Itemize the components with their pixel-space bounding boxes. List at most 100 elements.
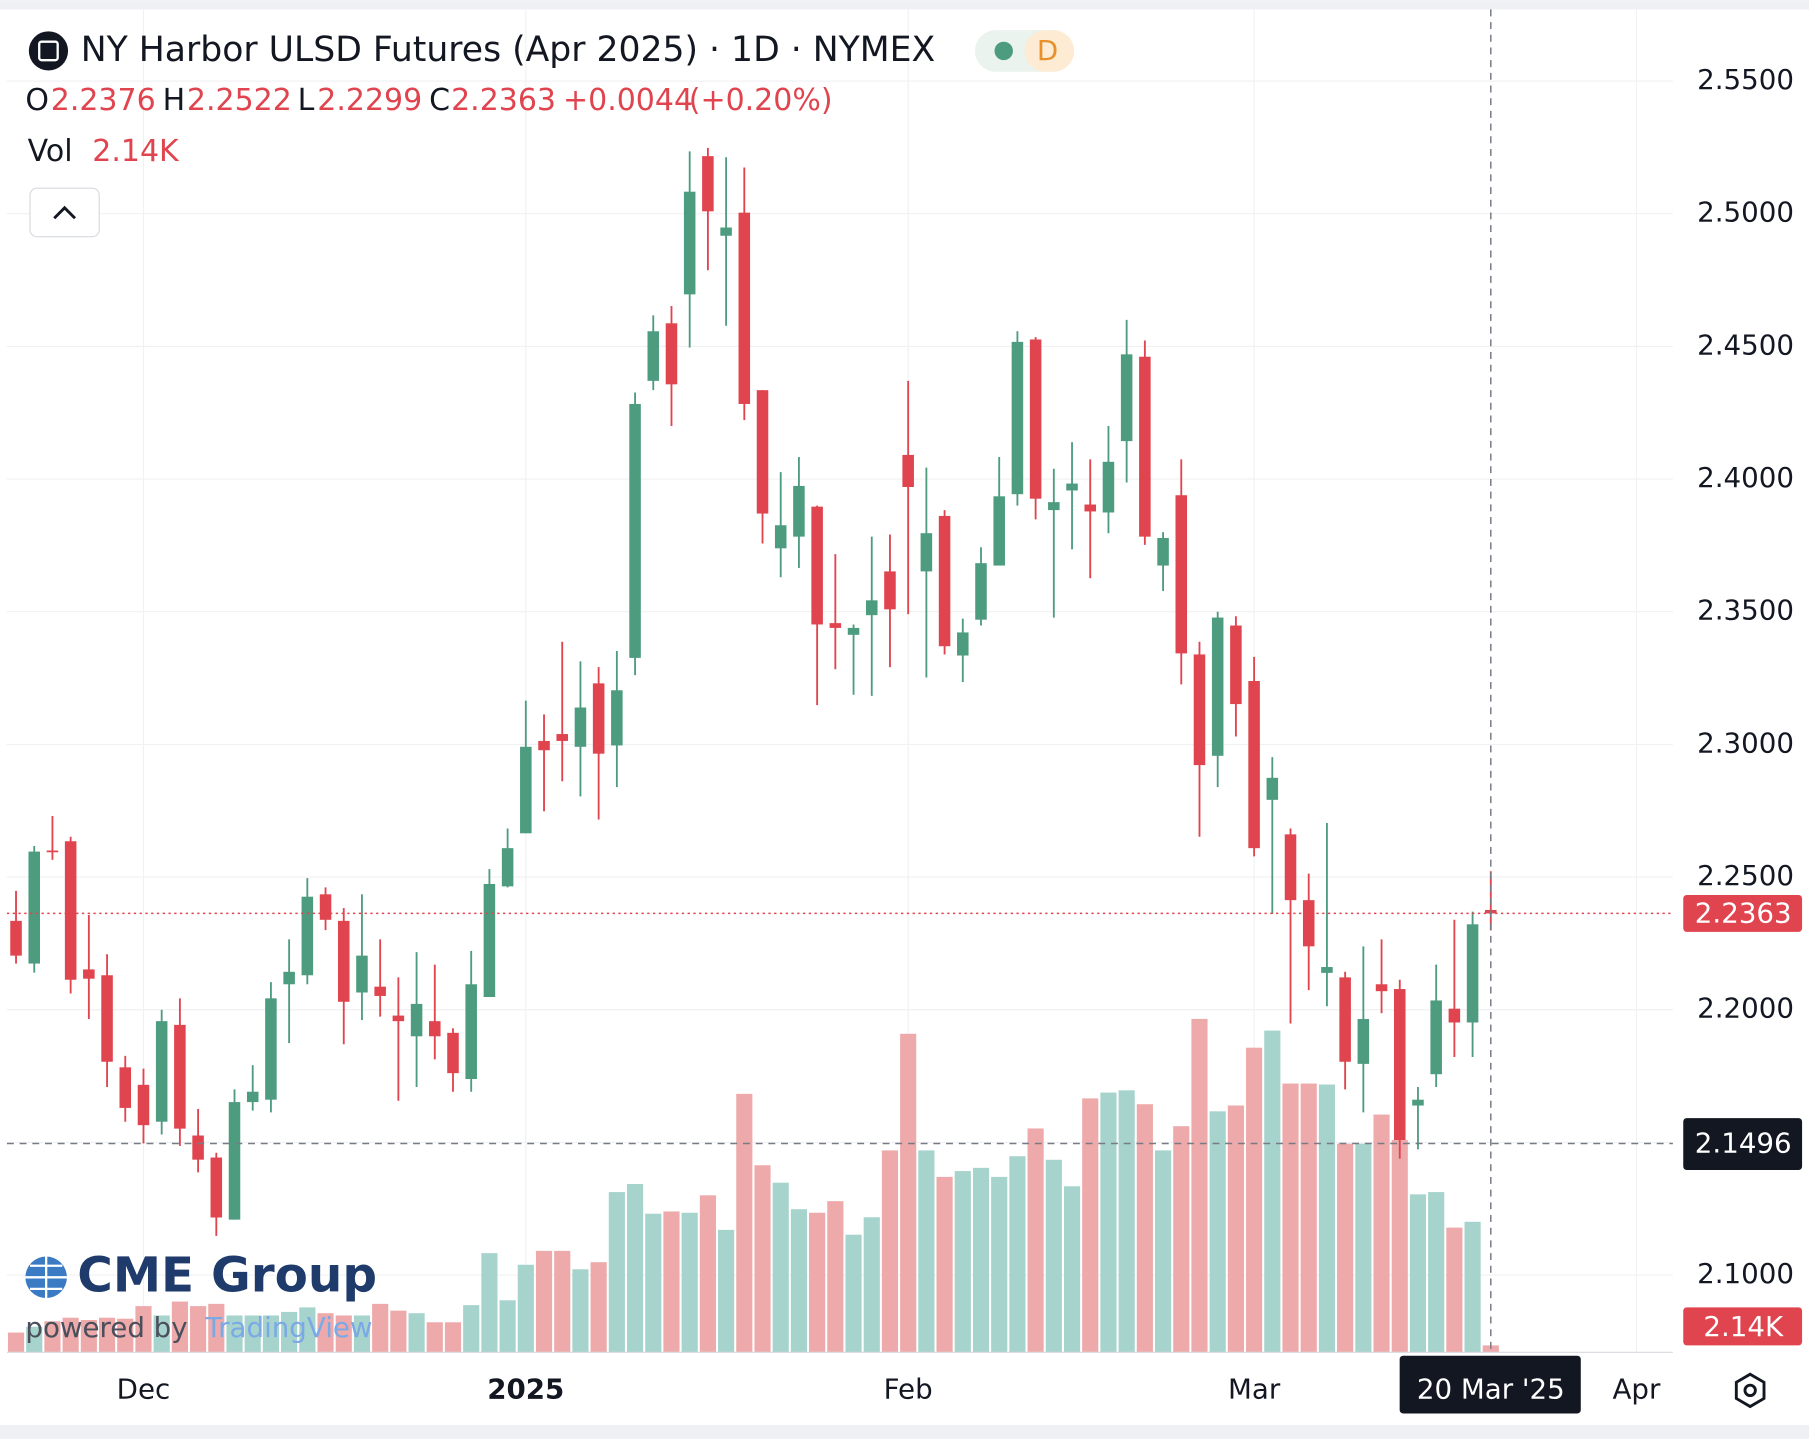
volume-bar [1191, 1018, 1208, 1353]
change-percent: (+0.20%) [689, 83, 833, 118]
chart-title: NY Harbor ULSD Futures (Apr 2025) · 1D ·… [81, 30, 935, 70]
badge: D [1037, 34, 1058, 67]
candle-body [1211, 617, 1224, 756]
candle-body [1157, 537, 1169, 566]
volume-bar [190, 1306, 207, 1353]
volume-bar [244, 1315, 261, 1353]
crosshair-date: 20 Mar '25 [1417, 1372, 1565, 1405]
volume-bar [1318, 1084, 1336, 1353]
logo-text: CME Group [77, 1247, 377, 1303]
candle-body [1448, 1008, 1461, 1023]
volume-bar [153, 1315, 170, 1353]
candle-body [1120, 354, 1133, 442]
settings-icon[interactable] [1734, 1372, 1766, 1409]
candle-body [1266, 777, 1279, 800]
volume-bar [572, 1269, 589, 1353]
candle-body [64, 841, 77, 980]
volume-bar [863, 1217, 880, 1353]
candle-body [319, 894, 332, 920]
volume-bar [353, 1315, 371, 1353]
volume-bar [845, 1234, 862, 1353]
candle-body [538, 740, 550, 751]
candle-body [447, 1032, 459, 1074]
volume-axis-label: 2.14K [1703, 1310, 1784, 1343]
volume-bar [1063, 1186, 1081, 1353]
volume-bar [1373, 1114, 1390, 1353]
volume-bar [1027, 1128, 1044, 1353]
candle-body [410, 1003, 423, 1037]
volume-bar [881, 1150, 899, 1353]
candle-body [829, 623, 842, 628]
volume-bar [117, 1318, 134, 1353]
volume-bar [827, 1201, 844, 1353]
volume-bar [1391, 1140, 1408, 1353]
candle-body [1230, 625, 1242, 705]
volume-bar [1082, 1098, 1099, 1353]
volume-bar [408, 1313, 425, 1353]
candle-body [1302, 900, 1315, 947]
candle-body [374, 986, 386, 996]
candle-body [1011, 341, 1024, 495]
symbol-icon-glyph [38, 40, 59, 62]
candle-body [920, 533, 933, 572]
collapse-button[interactable] [29, 187, 100, 238]
volume-bar [262, 1315, 279, 1353]
candle-body [119, 1067, 132, 1108]
candle-body [137, 1084, 150, 1126]
candle-body [174, 1024, 186, 1129]
candle-body [337, 920, 350, 1002]
crosshair-price: 2.1496 [1695, 1127, 1792, 1160]
volume-bar [499, 1300, 516, 1353]
candle-body [902, 454, 914, 488]
y-tick-label: 2.3000 [1697, 726, 1794, 759]
candle-body [611, 690, 623, 746]
candle-body [865, 600, 878, 616]
candle-body [975, 563, 987, 620]
volume-bar [390, 1310, 407, 1353]
ohlc-value: 2.2363 [451, 83, 556, 118]
volume-bar [790, 1209, 808, 1353]
volume-bar [718, 1229, 735, 1353]
volume-bar [98, 1317, 116, 1353]
candle-body [702, 156, 714, 212]
volume-bar [426, 1322, 443, 1353]
candle-body [192, 1135, 204, 1160]
candle-body [283, 971, 295, 985]
volume-bar [135, 1306, 152, 1353]
candle-body [884, 571, 896, 610]
volume-bar [1209, 1111, 1226, 1353]
volume-bar [972, 1167, 990, 1353]
y-tick-label: 2.4000 [1697, 461, 1794, 494]
candle-body [246, 1091, 259, 1103]
candle-body [1029, 339, 1042, 499]
volume-bar [281, 1311, 298, 1353]
volume-bar [936, 1176, 953, 1353]
volume-bar [699, 1195, 716, 1353]
candle-body [847, 627, 860, 635]
candle-body [1048, 502, 1060, 511]
candle-body [46, 850, 59, 853]
candle-body [556, 734, 569, 741]
candle-body [756, 390, 769, 514]
candle-body [1284, 834, 1297, 901]
candle-body [501, 848, 514, 887]
ohlc-value: 2.2299 [317, 83, 422, 118]
platform: TradingView [204, 1311, 372, 1344]
ohlc-value: 2.2522 [187, 83, 292, 118]
candle-body [265, 998, 277, 1100]
candle-body [1466, 924, 1479, 1023]
candle-body [1393, 989, 1406, 1141]
volume-bar [1264, 1030, 1281, 1353]
volume-bar [645, 1213, 662, 1353]
candle-body [356, 955, 368, 993]
candle-body [1375, 984, 1388, 992]
crosshair-price-bg [1683, 1118, 1803, 1171]
candle-body [938, 515, 951, 647]
volume-bar [554, 1250, 571, 1353]
volume-title: Vol [28, 134, 73, 169]
volume-bar [1337, 1143, 1354, 1353]
volume-bar [335, 1315, 352, 1353]
candle-body [465, 984, 477, 1079]
volume-bar [481, 1253, 498, 1353]
